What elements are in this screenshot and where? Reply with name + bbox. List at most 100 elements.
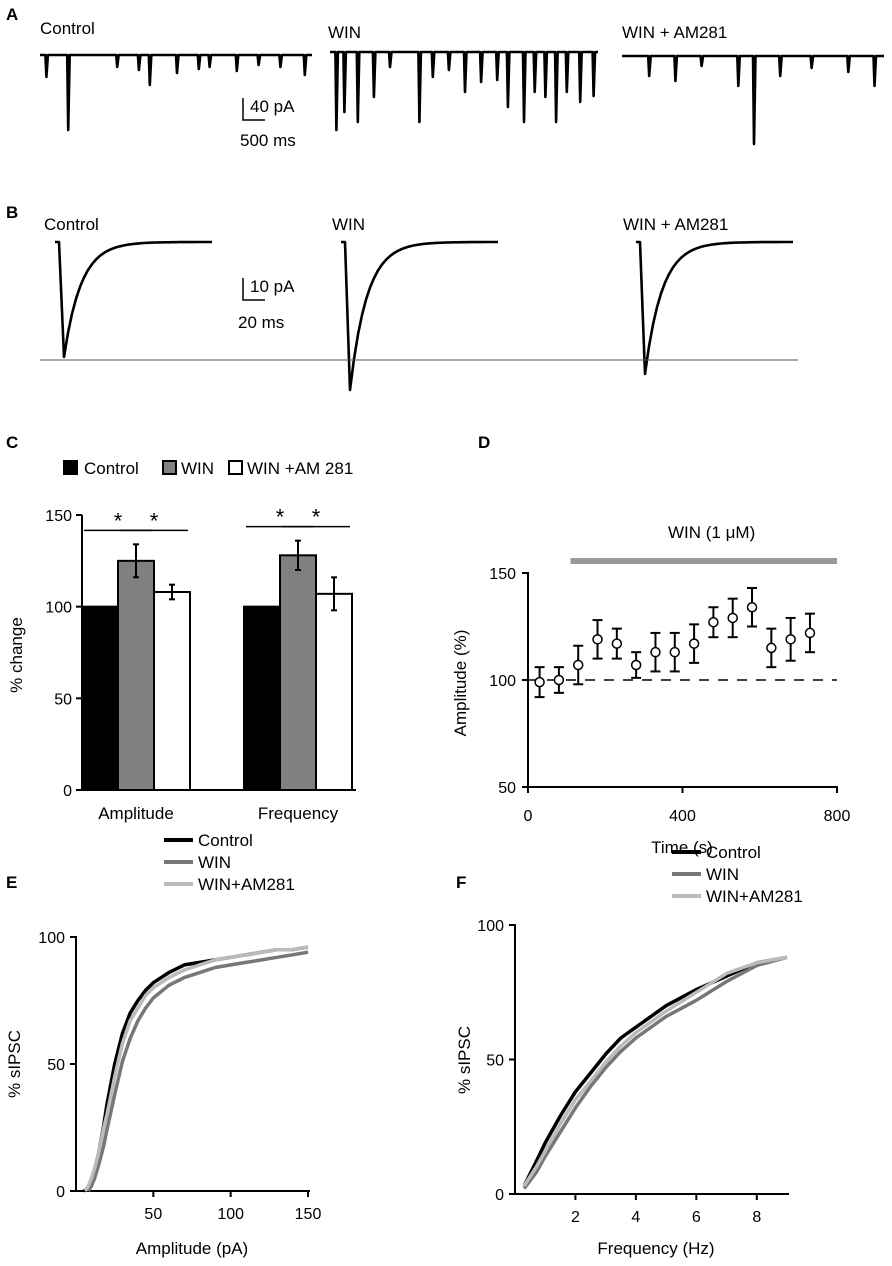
panel-f-ytick-label: 50 — [486, 1053, 504, 1070]
panel-b-traces — [55, 240, 793, 392]
panel-d-point — [746, 601, 758, 613]
panel-e-line-win — [86, 950, 309, 1192]
legend-swatch-control — [63, 460, 78, 475]
trace-a-control — [40, 53, 312, 132]
legend-label-win-am281: WIN +AM 281 — [247, 459, 353, 478]
panel-c-category-amplitude: Amplitude — [98, 804, 174, 823]
panel-a-scale-y: 40 pA — [250, 97, 295, 116]
significance-star: * — [312, 505, 321, 530]
panel-a-scale-bar — [242, 98, 265, 121]
bar-control-frequency — [243, 605, 281, 792]
panel-e-ytick-label: 100 — [38, 930, 65, 947]
significance-star: * — [150, 508, 159, 533]
panel-letter-d: D — [478, 433, 490, 452]
panel-d-point — [669, 646, 681, 658]
panel-b-title-control: Control — [44, 215, 99, 234]
panel-letter-f: F — [456, 873, 466, 892]
legend-swatch-win — [162, 460, 177, 475]
panel-d-point — [650, 646, 661, 658]
panel-e-xlabel: Amplitude (pA) — [136, 1239, 248, 1258]
panel-a-title-control: Control — [40, 19, 95, 38]
panel-e-line-win-am281 — [83, 945, 309, 1192]
trace-b-win — [341, 240, 498, 392]
panel-b-scale-x: 20 ms — [238, 313, 284, 332]
bar-win-frequency — [279, 554, 317, 791]
panel-c-ytick-label: 0 — [63, 783, 72, 800]
legend-label-win: WIN — [181, 459, 214, 478]
panel-a-title-win: WIN — [328, 23, 361, 42]
panel-d-annotation: WIN (1 μM) — [668, 523, 755, 542]
panel-e-ytick-label: 0 — [56, 1184, 65, 1201]
bar-control-amplitude — [81, 605, 119, 792]
panel-e-ylabel: % sIPSC — [5, 1030, 24, 1098]
panel-d-point — [708, 616, 719, 628]
significance-star: * — [114, 508, 123, 533]
panel-e-xtick-label: 50 — [144, 1206, 162, 1223]
panel-a-title-win-am281: WIN + AM281 — [622, 23, 727, 42]
panel-e-cumulative: Amplitude (pA) % sIPSC 0 50 100 50 100 150 Con… — [5, 831, 321, 1258]
panel-f-ytick-label: 100 — [477, 918, 504, 935]
panel-d-ylabel: Amplitude (%) — [451, 630, 470, 737]
panel-c-ylabel: % change — [7, 617, 26, 693]
panel-d-point — [727, 612, 738, 624]
panel-d-xtick-label: 0 — [524, 808, 533, 825]
bar-win-amplitude — [117, 559, 155, 791]
panel-d-ytick-label: 50 — [498, 780, 516, 797]
panel-f-xlabel: Frequency (Hz) — [597, 1239, 714, 1258]
panel-b-scale-y: 10 pA — [250, 277, 295, 296]
panel-d-xtick-label: 400 — [669, 808, 696, 825]
panel-letter-b: B — [6, 203, 18, 222]
panel-c-ytick-label: 50 — [54, 691, 72, 708]
panel-d-point — [766, 642, 777, 654]
trace-a-win-am281 — [622, 54, 884, 146]
panel-f-legend-label-win-am281: WIN+AM281 — [706, 887, 803, 906]
significance-star: * — [276, 505, 285, 530]
legend-swatch-win-am281 — [228, 460, 243, 475]
panel-d-point — [592, 634, 603, 645]
panel-d-scatter: WIN (1 μM) Time (s) Amplitude (%) 50 100 1… — [451, 523, 850, 857]
panel-f-legend-label-win: WIN — [706, 865, 739, 884]
panel-a: Control WIN WIN + AM281 40 pA 500 ms — [40, 19, 884, 150]
legend-label-control: Control — [84, 459, 139, 478]
panel-f-cumulative: Frequency (Hz) % sIPSC 0 50 100 2 4 6 8 Control… — [455, 843, 803, 1258]
panel-f-line-win-am281 — [522, 955, 788, 1187]
panel-b-title-win-am281: WIN + AM281 — [623, 215, 728, 234]
panel-e-legend-label-win-am281: WIN+AM281 — [198, 875, 295, 894]
panel-d-point — [630, 659, 642, 671]
panel-e-ytick-label: 50 — [47, 1057, 65, 1074]
panel-letter-c: C — [6, 433, 18, 452]
panel-d-ytick-label: 100 — [489, 673, 516, 690]
panel-f-line-control — [522, 955, 788, 1187]
panel-d-point — [611, 638, 623, 649]
panel-f-ylabel: % sIPSC — [455, 1026, 474, 1094]
panel-f-xtick-label: 2 — [571, 1209, 580, 1226]
panel-d-point — [534, 676, 545, 688]
panel-c-category-frequency: Frequency — [258, 804, 339, 823]
panel-f-ytick-label: 0 — [495, 1187, 504, 1204]
panel-f-xtick-label: 6 — [692, 1209, 701, 1226]
panel-c-bar-chart: Control WIN WIN +AM 281 % change 0 50 100 1… — [7, 459, 356, 823]
panel-d-point — [804, 627, 816, 639]
panel-c-ytick-label: 150 — [45, 508, 72, 525]
panel-b: Control WIN WIN + AM281 10 pA 20 ms — [40, 215, 798, 392]
panel-c-ytick-label: 100 — [45, 600, 72, 617]
panel-a-traces — [40, 50, 884, 146]
panel-e-xtick-label: 100 — [217, 1206, 244, 1223]
panel-f-line-win — [522, 955, 788, 1190]
trace-a-win — [330, 50, 598, 132]
trace-b-win-am281 — [636, 240, 793, 376]
panel-b-title-win: WIN — [332, 215, 365, 234]
panel-d-point — [553, 674, 565, 686]
panel-d-xlabel: Time (s) — [651, 838, 713, 857]
panel-e-legend-label-control: Control — [198, 831, 253, 850]
panel-letter-e: E — [6, 873, 17, 892]
bar-win-am281-frequency — [315, 592, 353, 791]
panel-f-xtick-label: 8 — [752, 1209, 761, 1226]
panel-d-point — [572, 659, 584, 671]
panel-e-xtick-label: 150 — [295, 1206, 322, 1223]
panel-b-scale-bar — [242, 278, 265, 301]
panel-a-scale-x: 500 ms — [240, 131, 296, 150]
panel-f-legend-label-control: Control — [706, 843, 761, 862]
panel-letter-a: A — [6, 5, 18, 24]
